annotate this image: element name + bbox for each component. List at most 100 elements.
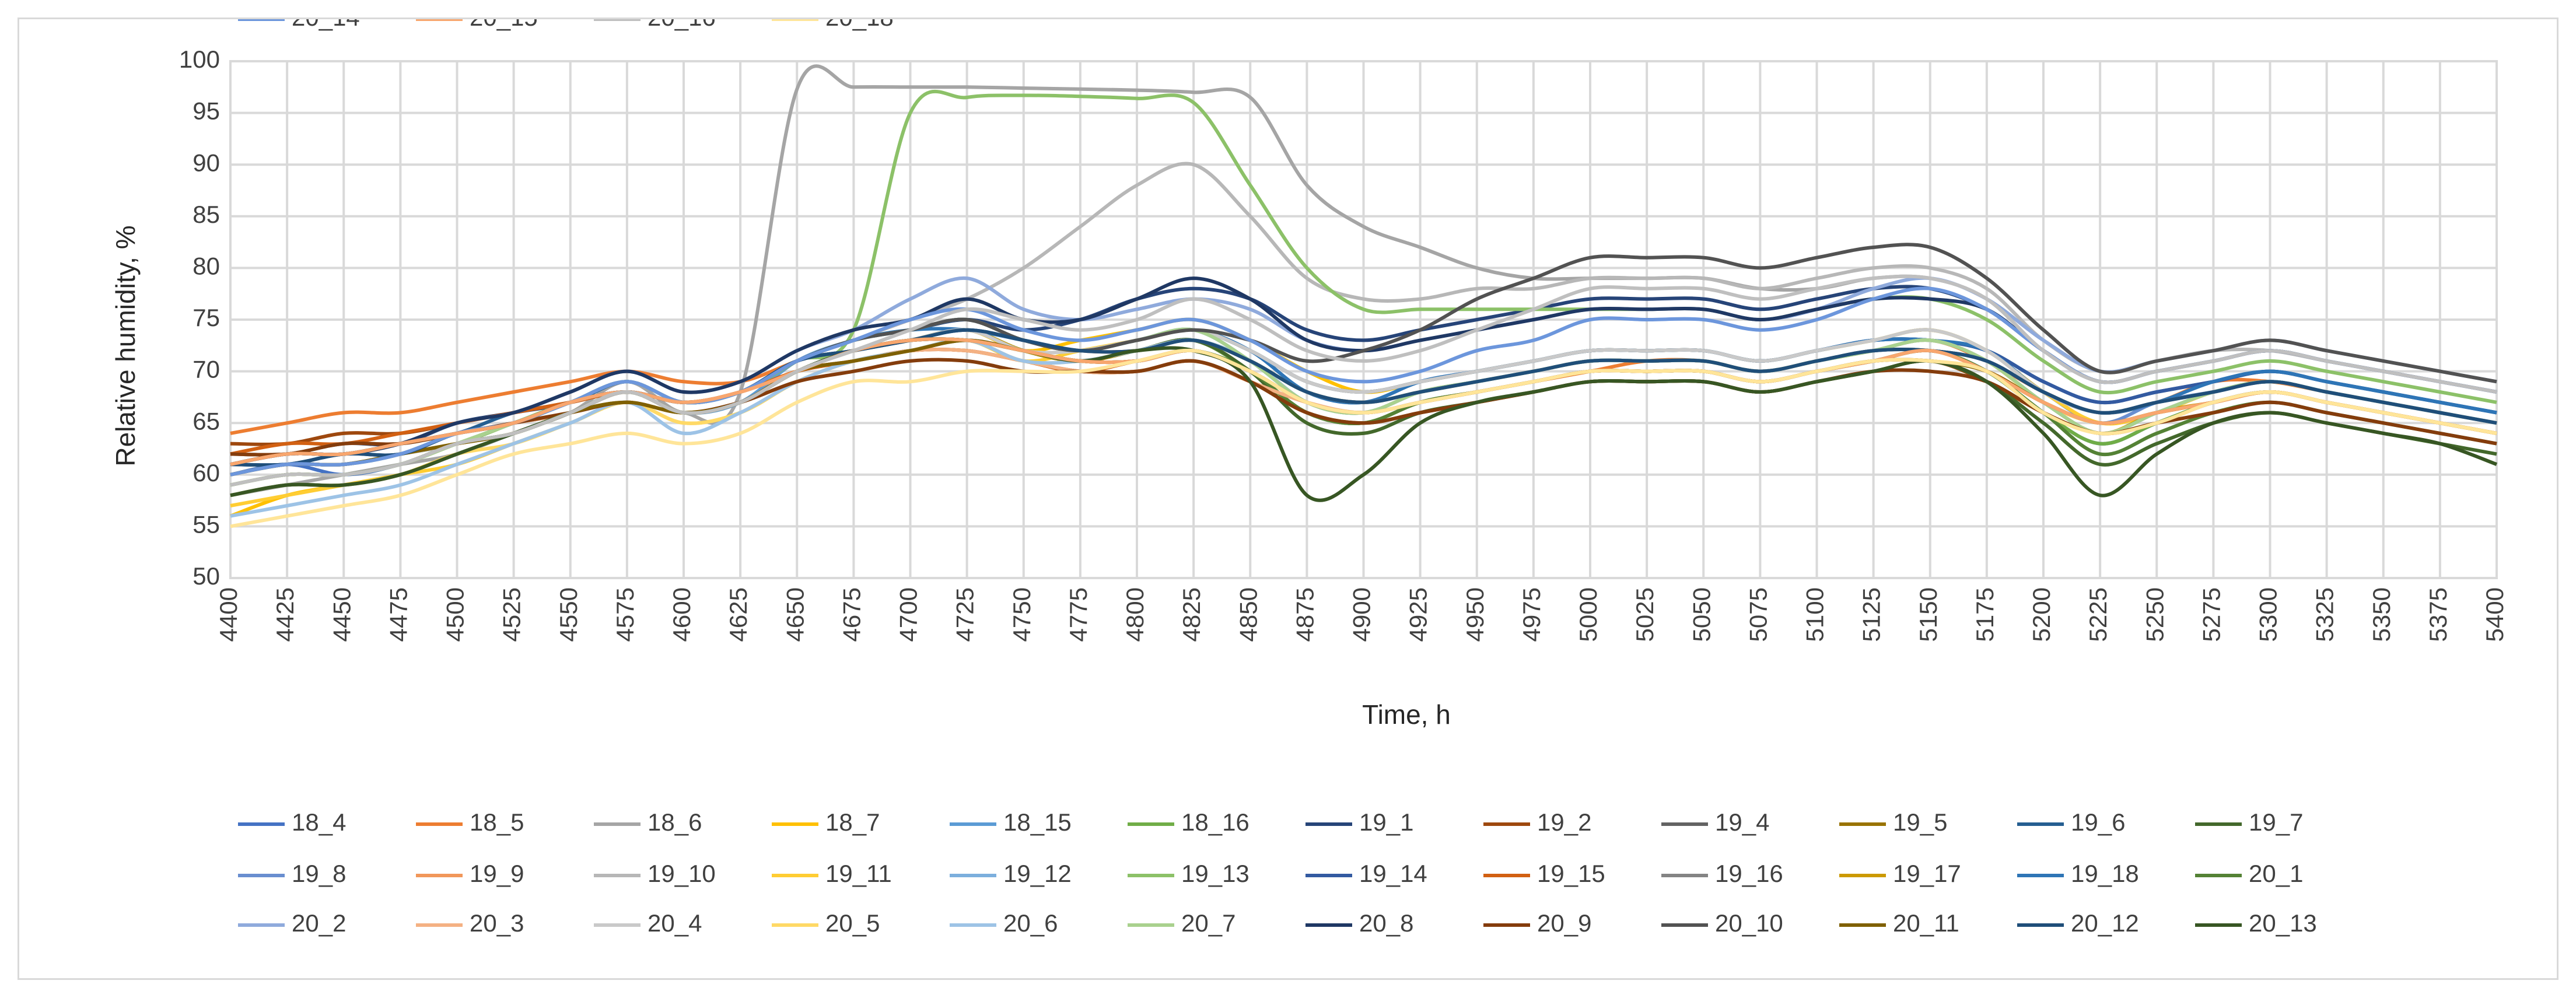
legend-item: 20_3 [416,909,524,937]
legend-label: 19_18 [2071,860,2139,887]
x-tick-label: 4450 [328,587,355,642]
legend-item: 20_5 [772,909,880,937]
y-tick-label: 95 [192,97,220,125]
legend-label: 20_3 [470,909,524,937]
legend-label: 20_7 [1181,909,1236,937]
legend-item: 20_7 [1128,909,1236,937]
y-tick-label: 60 [192,459,220,486]
legend-label: 19_6 [2071,808,2125,836]
legend-item: 20_4 [594,909,702,937]
legend-item: 19_13 [1128,860,1250,887]
legend-item: 20_2 [238,909,346,937]
legend-label: 19_9 [470,860,524,887]
x-tick-label: 5150 [1915,587,1942,642]
legend-label: 18_15 [1003,808,1072,836]
legend-item: 19_11 [772,860,892,887]
chart-frame: 50 55 60 65 70 75 80 85 90 95 100 4400 4425 4450 4475… [18,17,2558,980]
y-tick-label: 65 [192,407,220,435]
legend-label: 20_13 [2249,909,2317,937]
legend-item: 19_6 [2017,808,2125,836]
legend-label: 19_11 [825,860,892,887]
x-tick-label: 4525 [498,587,526,642]
x-tick-label: 4550 [555,587,582,642]
legend-label: 19_17 [1893,860,1961,887]
legend-label: 20_11 [1893,909,1959,937]
x-tick-label: 5375 [2424,587,2452,642]
legend-label: 19_14 [1359,860,1427,887]
x-tick-label: 5275 [2197,587,2225,642]
y-tick-label: 50 [192,562,220,590]
x-tick-label: 4725 [951,587,979,642]
x-tick-label: 4625 [724,587,752,642]
legend-label: 18_7 [825,808,880,836]
x-tick-label: 4400 [215,587,242,642]
x-tick-label: 5350 [2368,587,2395,642]
legend-label: 19_16 [1715,860,1783,887]
y-tick-label: 100 [179,45,220,73]
y-tick-label: 75 [192,304,220,331]
legend-item: 20_9 [1483,909,1591,937]
x-tick-label: 5200 [2028,587,2055,642]
legend-label: 20_16 [648,19,716,31]
legend-item: 18_5 [416,808,524,836]
legend-item: 19_4 [1661,808,1769,836]
x-tick-label: 4700 [895,587,922,642]
series-line-20-16 [230,274,2497,487]
legend-item: 20_10 [1661,909,1783,937]
x-tick-label: 5300 [2255,587,2282,642]
x-tick-label: 4475 [384,587,412,642]
legend-item: 20_16 [594,19,716,31]
legend-label: 19_2 [1537,808,1591,836]
x-tick-label: 4800 [1121,587,1149,642]
y-tick-label: 55 [192,510,220,538]
legend-label: 20_10 [1715,909,1783,937]
y-tick-label: 70 [192,356,220,383]
legend-item: 19_9 [416,860,524,887]
legend-item: 19_2 [1483,808,1591,836]
legend-item: 20_6 [950,909,1058,937]
legend-item: 19_12 [950,860,1072,887]
x-tick-label: 4900 [1348,587,1376,642]
x-tick-label: 5225 [2084,587,2112,642]
legend-item: 19_5 [1839,808,1947,836]
legend-label: 20_4 [648,909,702,937]
legend-label: 19_12 [1003,860,1072,887]
legend-label: 18_5 [470,808,524,836]
legend-item: 19_8 [238,860,346,887]
x-tick-labels: 4400 4425 4450 4475 4500 4525 4550 4575 4600 4625… [215,587,2508,642]
legend-item: 18_6 [594,808,702,836]
legend-label: 18_6 [648,808,702,836]
legend-item: 19_15 [1483,860,1605,887]
line-chart: 50 55 60 65 70 75 80 85 90 95 100 4400 4425 4450 4475… [110,19,2508,937]
legend-label: 20_5 [825,909,880,937]
legend-label: 20_8 [1359,909,1413,937]
legend-item: 18_7 [772,808,880,836]
legend-item: 20_13 [2195,909,2317,937]
y-tick-label: 80 [192,252,220,279]
x-tick-label: 5100 [1801,587,1829,642]
legend-label: 20_6 [1003,909,1058,937]
legend-label: 20_15 [470,19,538,31]
x-tick-label: 4575 [611,587,639,642]
legend-item: 19_18 [2017,860,2139,887]
series-lines [229,64,2498,528]
x-tick-label: 4750 [1008,587,1035,642]
legend-label: 19_15 [1537,860,1605,887]
x-tick-label: 5025 [1631,587,1658,642]
legend-label: 19_1 [1359,808,1413,836]
legend-item: 18_4 [238,808,346,836]
y-tick-label: 85 [192,201,220,228]
y-tick-labels: 50 55 60 65 70 75 80 85 90 95 100 [179,45,220,590]
x-tick-label: 4500 [442,587,469,642]
legend-item: 20_1 [2195,860,2303,887]
legend-item: 19_7 [2195,808,2303,836]
legend-label: 20_2 [292,909,346,937]
x-tick-label: 5250 [2141,587,2168,642]
x-tick-label: 5400 [2481,587,2508,642]
legend-label: 19_5 [1893,808,1947,836]
y-tick-label: 90 [192,149,220,176]
legend-item: 19_1 [1306,808,1413,836]
legend-label: 18_16 [1181,808,1250,836]
x-tick-label: 4600 [668,587,695,642]
x-tick-label: 4850 [1234,587,1262,642]
